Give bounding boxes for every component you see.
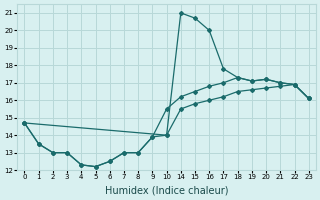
X-axis label: Humidex (Indice chaleur): Humidex (Indice chaleur): [105, 186, 228, 196]
